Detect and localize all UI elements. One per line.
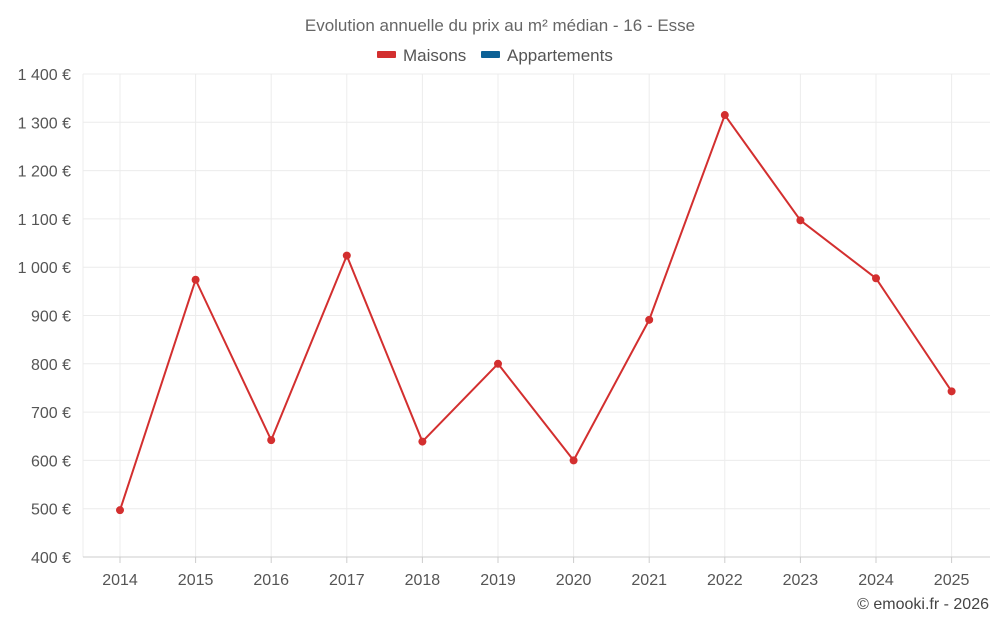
x-tick-label: 2016 bbox=[253, 572, 289, 589]
y-tick-label: 1 300 € bbox=[18, 115, 71, 132]
x-tick-label: 2021 bbox=[631, 572, 667, 589]
data-point-2025[interactable] bbox=[947, 387, 956, 396]
data-point-2018[interactable] bbox=[418, 437, 427, 446]
legend: Maisons Appartements bbox=[377, 46, 613, 65]
data-point-2020[interactable] bbox=[569, 456, 578, 465]
x-tick-label: 2017 bbox=[329, 572, 365, 589]
x-tick-label: 2019 bbox=[480, 572, 516, 589]
y-tick-label: 700 € bbox=[31, 405, 71, 422]
y-tick-label: 600 € bbox=[31, 453, 71, 470]
x-tick-label: 2014 bbox=[102, 572, 138, 589]
series-line-maisons bbox=[119, 114, 953, 511]
data-point-2021[interactable] bbox=[645, 315, 654, 324]
y-tick-label: 1 400 € bbox=[18, 67, 71, 84]
data-point-2022[interactable] bbox=[720, 111, 729, 120]
x-tick-label: 2023 bbox=[783, 572, 819, 589]
legend-label-appartements[interactable]: Appartements bbox=[507, 46, 613, 65]
y-tick-label: 900 € bbox=[31, 309, 71, 326]
x-tick-label: 2024 bbox=[858, 572, 894, 589]
y-tick-label: 800 € bbox=[31, 357, 71, 374]
data-point-2023[interactable] bbox=[796, 216, 805, 225]
data-point-2019[interactable] bbox=[494, 359, 502, 368]
x-tick-label: 2020 bbox=[556, 572, 592, 589]
data-point-2016[interactable] bbox=[267, 436, 276, 445]
chart-title: Evolution annuelle du prix au m² médian … bbox=[305, 16, 695, 35]
x-tick-label: 2025 bbox=[934, 572, 970, 589]
grid bbox=[82, 73, 990, 557]
legend-swatch-appartements[interactable] bbox=[481, 51, 500, 58]
x-tick-label: 2022 bbox=[707, 572, 743, 589]
series-layer bbox=[116, 111, 956, 515]
y-tick-label: 500 € bbox=[31, 502, 71, 519]
data-point-2024[interactable] bbox=[872, 274, 880, 283]
y-tick-label: 1 100 € bbox=[18, 212, 71, 229]
credit-text: © emooki.fr - 2026 bbox=[857, 596, 989, 613]
legend-swatch-maisons[interactable] bbox=[377, 51, 396, 58]
data-point-2017[interactable] bbox=[342, 251, 351, 260]
axes: 400 € 500 € 600 € 700 € 800 € 900 € 1 000 € 1 1… bbox=[18, 67, 990, 589]
data-point-2014[interactable] bbox=[116, 506, 124, 515]
legend-label-maisons[interactable]: Maisons bbox=[403, 46, 466, 65]
data-point-2015[interactable] bbox=[191, 275, 200, 284]
y-tick-label: 1 200 € bbox=[18, 164, 71, 181]
x-tick-label: 2015 bbox=[178, 572, 214, 589]
y-tick-label: 1 000 € bbox=[18, 260, 71, 277]
y-tick-label: 400 € bbox=[31, 550, 71, 567]
x-tick-label: 2018 bbox=[405, 572, 441, 589]
